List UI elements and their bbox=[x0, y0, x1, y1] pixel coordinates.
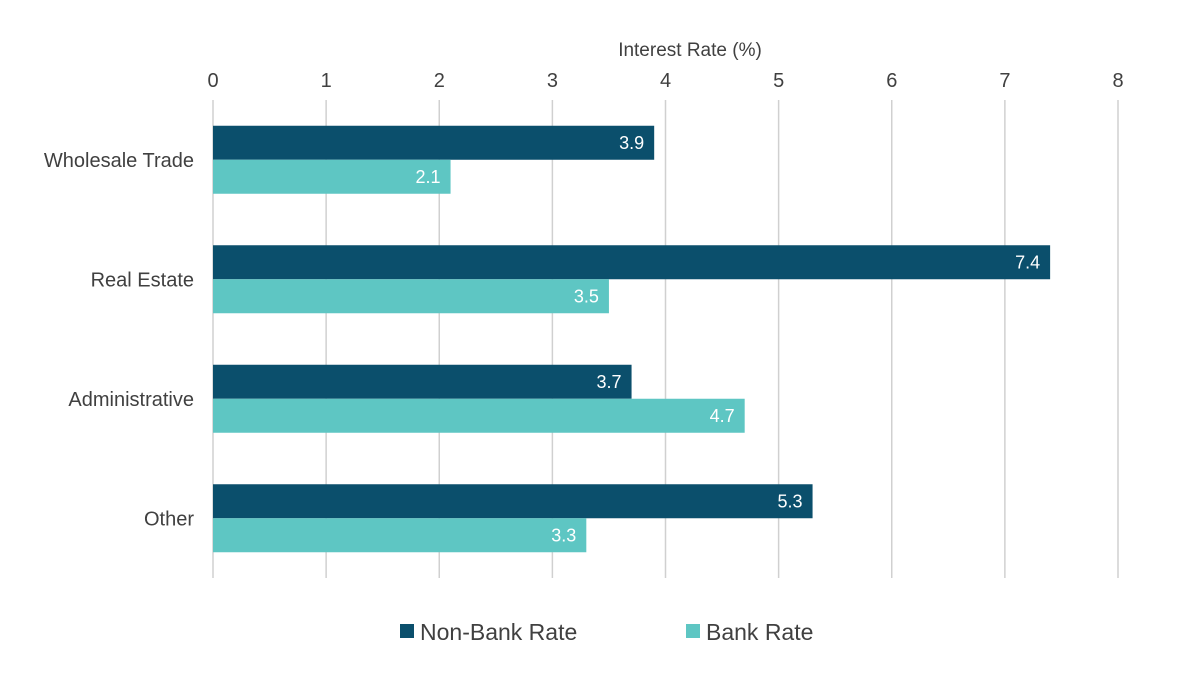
x-axis-ticks: 0 1 2 3 4 5 6 7 8 bbox=[207, 70, 1123, 92]
legend-label: Non-Bank Rate bbox=[420, 619, 577, 645]
legend: Non-Bank Rate Bank Rate bbox=[400, 619, 813, 645]
data-label: 3.7 bbox=[597, 372, 622, 392]
x-tick-label: 6 bbox=[886, 70, 897, 92]
bar-non-bank-1 bbox=[213, 245, 1051, 280]
category-label: Administrative bbox=[68, 389, 194, 411]
x-tick-label: 2 bbox=[434, 70, 445, 92]
bar-non-bank-3 bbox=[213, 484, 813, 519]
category-labels: Wholesale Trade Real Estate Administrative… bbox=[44, 150, 194, 531]
x-axis-title: Interest Rate (%) bbox=[618, 40, 762, 61]
x-tick-label: 0 bbox=[207, 70, 218, 92]
bar-bank-3 bbox=[213, 518, 587, 553]
x-tick-label: 1 bbox=[321, 70, 332, 92]
bar-non-bank-0 bbox=[213, 125, 655, 160]
data-label: 4.7 bbox=[710, 406, 735, 426]
data-label: 3.3 bbox=[551, 525, 576, 545]
category-label: Real Estate bbox=[91, 269, 194, 291]
x-tick-label: 3 bbox=[547, 70, 558, 92]
x-tick-label: 8 bbox=[1112, 70, 1123, 92]
data-label: 5.3 bbox=[778, 491, 803, 511]
legend-swatch bbox=[400, 624, 414, 638]
data-label: 3.9 bbox=[619, 133, 644, 153]
legend-swatch bbox=[686, 624, 700, 638]
data-label: 7.4 bbox=[1015, 252, 1040, 272]
x-tick-label: 7 bbox=[999, 70, 1010, 92]
bars: 3.9 2.1 7.4 3.5 3.7 4.7 5.3 3.3 bbox=[213, 125, 1051, 553]
x-tick-label: 5 bbox=[773, 70, 784, 92]
bar-bank-1 bbox=[213, 279, 609, 314]
category-label: Wholesale Trade bbox=[44, 150, 194, 172]
legend-label: Bank Rate bbox=[706, 619, 813, 645]
x-tick-label: 4 bbox=[660, 70, 671, 92]
bar-bank-2 bbox=[213, 398, 745, 433]
category-label: Other bbox=[144, 508, 194, 530]
data-label: 2.1 bbox=[416, 167, 441, 187]
bar-non-bank-2 bbox=[213, 364, 632, 399]
bar-bank-0 bbox=[213, 159, 451, 194]
data-label: 3.5 bbox=[574, 286, 599, 306]
